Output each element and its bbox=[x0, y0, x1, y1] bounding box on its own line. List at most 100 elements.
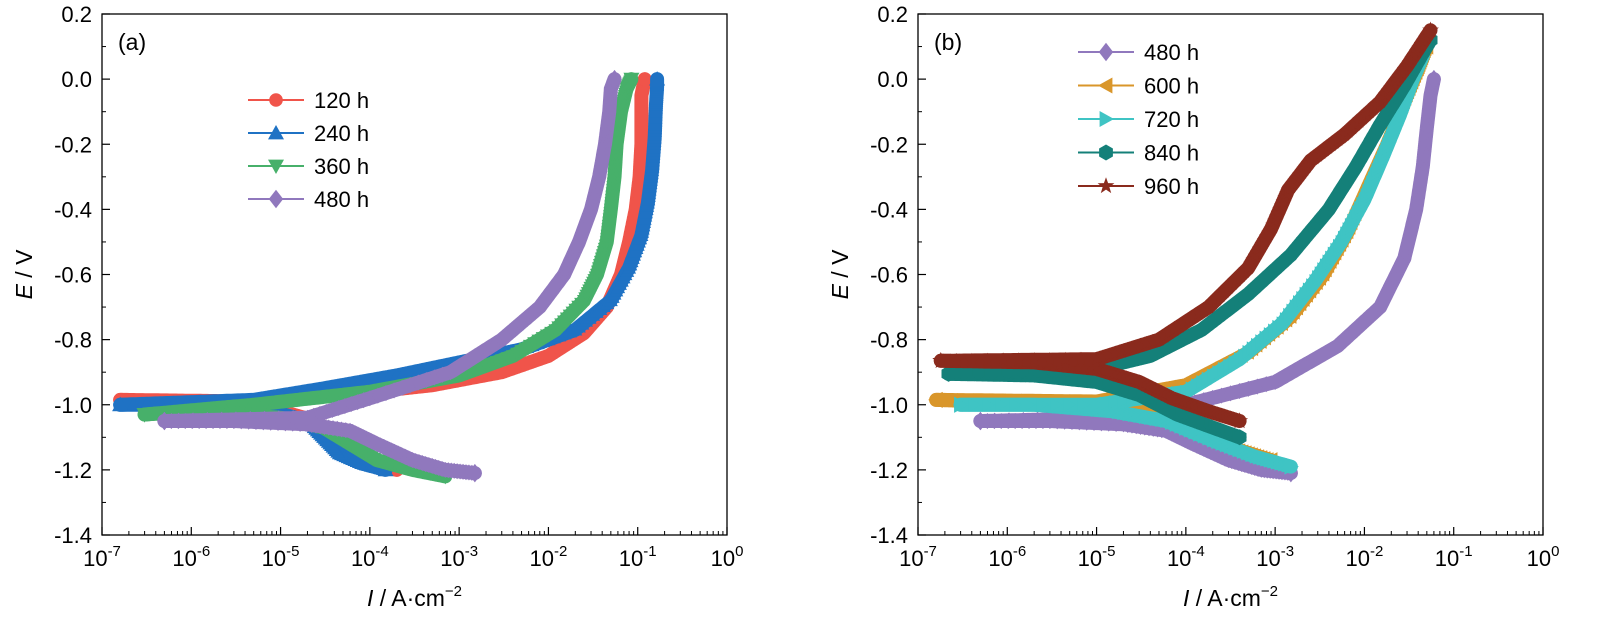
data-marker bbox=[1168, 391, 1183, 406]
data-marker bbox=[1250, 378, 1264, 395]
data-marker bbox=[428, 369, 441, 386]
data-marker bbox=[1242, 380, 1255, 397]
data-marker bbox=[1108, 395, 1122, 410]
y-tick-label: 0.0 bbox=[61, 67, 92, 92]
legend-label: 360 h bbox=[314, 154, 369, 179]
data-marker bbox=[1197, 402, 1213, 417]
panel-a: 0.2 0.0 -0.2 -0.4 -0.6 -0.8 -1.0 -1.2 -1.410-7 10… bbox=[11, 2, 743, 611]
data-marker bbox=[510, 318, 524, 335]
data-marker bbox=[1036, 397, 1050, 412]
data-marker bbox=[1233, 268, 1248, 282]
data-marker bbox=[982, 397, 995, 412]
data-marker bbox=[1154, 385, 1170, 400]
series-480-h bbox=[157, 69, 622, 483]
data-marker bbox=[1164, 390, 1180, 405]
data-marker bbox=[1050, 397, 1063, 412]
legend-marker bbox=[1098, 42, 1114, 62]
data-marker bbox=[319, 403, 333, 420]
x-tick-label: 10-5 bbox=[1078, 543, 1116, 571]
data-marker bbox=[637, 72, 652, 86]
data-marker bbox=[1344, 120, 1359, 135]
data-marker bbox=[1348, 117, 1363, 131]
data-marker bbox=[1133, 409, 1147, 424]
data-marker bbox=[1002, 412, 1016, 429]
x-axis-label: I / A·cm−2 bbox=[1183, 583, 1278, 611]
legend-marker bbox=[268, 189, 284, 209]
data-marker bbox=[170, 405, 185, 419]
data-marker bbox=[1206, 389, 1219, 406]
data-marker bbox=[159, 406, 174, 420]
data-marker bbox=[246, 399, 261, 412]
data-marker bbox=[1166, 322, 1182, 337]
data-marker bbox=[1156, 328, 1172, 343]
data-marker bbox=[649, 71, 666, 86]
data-marker bbox=[436, 366, 449, 383]
data-marker bbox=[1042, 352, 1058, 366]
data-marker bbox=[1355, 110, 1370, 125]
data-marker bbox=[459, 354, 473, 371]
data-marker bbox=[1026, 352, 1042, 366]
data-marker bbox=[1045, 411, 1059, 428]
data-marker bbox=[281, 395, 296, 408]
legend-label: 480 h bbox=[1144, 40, 1199, 65]
legend-label: 480 h bbox=[314, 187, 369, 212]
data-marker bbox=[1344, 326, 1357, 343]
legend-marker bbox=[1099, 144, 1113, 161]
data-marker bbox=[1191, 305, 1206, 320]
data-marker bbox=[1335, 334, 1349, 351]
data-marker bbox=[464, 351, 478, 368]
x-tick-label: 100 bbox=[1527, 543, 1560, 571]
data-marker bbox=[928, 391, 943, 408]
x-tick-label: 10-2 bbox=[530, 543, 568, 571]
y-tick-label: -1.0 bbox=[870, 393, 908, 418]
data-marker bbox=[243, 411, 257, 428]
data-marker bbox=[1132, 337, 1148, 352]
data-marker bbox=[338, 398, 352, 415]
data-marker bbox=[1316, 142, 1332, 157]
data-marker bbox=[1284, 458, 1299, 475]
data-marker bbox=[153, 396, 168, 409]
data-marker bbox=[1365, 100, 1381, 115]
data-marker bbox=[1117, 406, 1131, 421]
data-marker bbox=[1102, 365, 1117, 380]
legend-marker bbox=[1099, 111, 1114, 127]
data-marker bbox=[1076, 359, 1092, 374]
data-marker bbox=[148, 407, 163, 421]
data-marker bbox=[1275, 370, 1288, 387]
x-tick-label: 10-1 bbox=[619, 543, 657, 571]
data-marker bbox=[1108, 345, 1123, 360]
data-marker bbox=[1122, 407, 1136, 422]
data-marker bbox=[1351, 113, 1367, 128]
data-marker bbox=[332, 399, 345, 417]
y-tick-label: -1.2 bbox=[54, 458, 92, 483]
y-tick-label: -0.4 bbox=[54, 197, 92, 222]
data-marker bbox=[1181, 312, 1197, 327]
y-tick-label: -0.2 bbox=[870, 132, 908, 157]
data-marker bbox=[1158, 387, 1173, 402]
data-marker bbox=[980, 352, 995, 367]
data-marker bbox=[968, 397, 982, 412]
data-marker bbox=[1348, 322, 1361, 339]
data-marker bbox=[467, 463, 483, 483]
data-marker bbox=[203, 403, 218, 416]
data-marker bbox=[1209, 291, 1224, 306]
data-marker bbox=[1135, 375, 1150, 390]
data-marker bbox=[1310, 147, 1325, 162]
data-marker bbox=[1340, 123, 1356, 138]
legend-marker bbox=[1097, 177, 1115, 194]
y-axis-label: E / V bbox=[827, 249, 853, 300]
data-marker bbox=[371, 387, 385, 404]
legend: 120 h 240 h 360 h 480 h bbox=[248, 88, 369, 212]
data-marker bbox=[1422, 21, 1439, 38]
data-marker bbox=[1155, 413, 1168, 428]
data-marker bbox=[126, 397, 141, 410]
y-tick-label: -1.0 bbox=[54, 393, 92, 418]
x-tick-label: 10-1 bbox=[1435, 543, 1473, 571]
data-marker bbox=[235, 400, 250, 413]
data-marker bbox=[157, 411, 172, 431]
y-tick-label: -0.2 bbox=[54, 132, 92, 157]
data-marker bbox=[623, 72, 640, 88]
x-tick-label: 10-4 bbox=[1167, 543, 1205, 571]
data-marker bbox=[328, 390, 343, 403]
data-marker bbox=[269, 396, 284, 410]
